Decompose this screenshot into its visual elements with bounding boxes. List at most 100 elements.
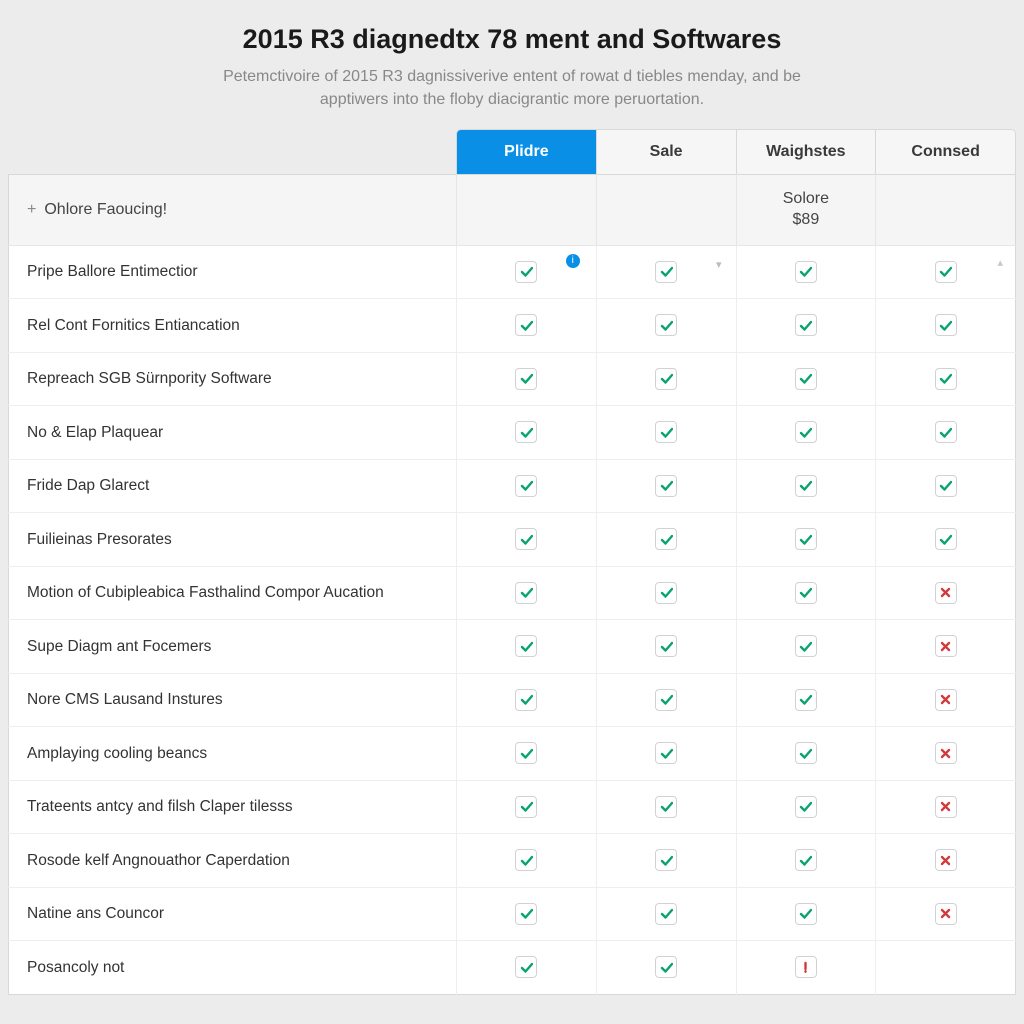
table-row: Trateents antcy and filsh Claper tilesss — [9, 780, 1016, 834]
chevron-down-icon[interactable]: ▾ — [716, 258, 722, 271]
check-icon — [795, 421, 817, 443]
check-icon — [515, 368, 537, 390]
check-icon — [655, 903, 677, 925]
feature-cell — [736, 459, 876, 513]
check-icon — [655, 368, 677, 390]
feature-cell — [596, 459, 736, 513]
feature-cell — [457, 513, 597, 567]
feature-cell — [457, 620, 597, 674]
feature-cell — [736, 245, 876, 299]
feature-cell — [876, 941, 1016, 995]
feature-cell: ▾ — [596, 245, 736, 299]
check-icon — [935, 368, 957, 390]
tab-plidre[interactable]: Plidre — [457, 130, 597, 174]
feature-cell — [736, 887, 876, 941]
feature-cell — [457, 941, 597, 995]
check-icon — [795, 849, 817, 871]
check-icon — [795, 742, 817, 764]
feature-name: Posancoly not — [9, 941, 457, 995]
feature-name: Natine ans Councor — [9, 887, 457, 941]
cross-icon — [935, 742, 957, 764]
feature-name: Pripe Ballore Entimectior — [9, 245, 457, 299]
feature-name: Motion of Cubipleabica Fasthalind Compor… — [9, 566, 457, 620]
feature-cell — [596, 673, 736, 727]
feature-cell — [457, 834, 597, 888]
check-icon — [795, 903, 817, 925]
tab-connsed[interactable]: Connsed — [876, 130, 1015, 174]
feature-cell — [596, 727, 736, 781]
table-row: Amplaying cooling beancs — [9, 727, 1016, 781]
check-icon — [515, 956, 537, 978]
plan-header-4 — [876, 175, 1016, 246]
check-icon — [655, 742, 677, 764]
feature-cell — [736, 406, 876, 460]
feature-name: Fride Dap Glarect — [9, 459, 457, 513]
feature-cell — [876, 780, 1016, 834]
feature-name: Trateents antcy and filsh Claper tilesss — [9, 780, 457, 834]
check-icon — [935, 314, 957, 336]
feature-cell — [736, 513, 876, 567]
tab-waighstes[interactable]: Waighstes — [737, 130, 877, 174]
check-icon — [655, 849, 677, 871]
feature-cell — [596, 887, 736, 941]
feature-cell — [457, 299, 597, 353]
feature-name: Repreach SGB Sürnpority Software — [9, 352, 457, 406]
feature-cell — [876, 299, 1016, 353]
feature-cell — [876, 834, 1016, 888]
cross-icon — [935, 849, 957, 871]
table-row: Fride Dap Glarect — [9, 459, 1016, 513]
check-icon — [795, 261, 817, 283]
feature-cell — [596, 406, 736, 460]
feature-name: Supe Diagm ant Focemers — [9, 620, 457, 674]
check-icon — [515, 421, 537, 443]
table-row: Supe Diagm ant Focemers — [9, 620, 1016, 674]
feature-name: Nore CMS Lausand Instures — [9, 673, 457, 727]
feature-cell — [736, 941, 876, 995]
feature-cell: i — [457, 245, 597, 299]
check-icon — [655, 528, 677, 550]
feature-cell — [876, 459, 1016, 513]
feature-cell — [596, 941, 736, 995]
feature-cell — [876, 406, 1016, 460]
cross-icon — [935, 689, 957, 711]
section-toggle[interactable]: +Ohlore Faoucing! — [9, 175, 457, 246]
sort-up-icon[interactable]: ▴ — [997, 256, 1003, 269]
check-icon — [515, 689, 537, 711]
warning-icon — [795, 956, 817, 978]
feature-cell — [736, 673, 876, 727]
check-icon — [655, 421, 677, 443]
table-row: Natine ans Councor — [9, 887, 1016, 941]
plan-header-2 — [596, 175, 736, 246]
feature-cell — [876, 727, 1016, 781]
check-icon — [795, 475, 817, 497]
check-icon — [655, 261, 677, 283]
page-subtitle: Petemctivoire of 2015 R3 dagnissiverive … — [192, 65, 832, 111]
check-icon — [795, 582, 817, 604]
feature-cell — [876, 352, 1016, 406]
feature-name: Fuilieinas Presorates — [9, 513, 457, 567]
cross-icon — [935, 582, 957, 604]
feature-name: No & Elap Plaquear — [9, 406, 457, 460]
info-icon[interactable]: i — [566, 254, 580, 268]
check-icon — [795, 635, 817, 657]
table-row: Rel Cont Fornitics Entiancation — [9, 299, 1016, 353]
check-icon — [655, 796, 677, 818]
feature-cell — [596, 780, 736, 834]
feature-cell — [736, 834, 876, 888]
tab-sale[interactable]: Sale — [597, 130, 737, 174]
feature-cell — [876, 566, 1016, 620]
check-icon — [515, 635, 537, 657]
cross-icon — [935, 796, 957, 818]
check-icon — [795, 528, 817, 550]
feature-cell — [596, 352, 736, 406]
table-row: Fuilieinas Presorates — [9, 513, 1016, 567]
check-icon — [515, 742, 537, 764]
feature-cell — [876, 513, 1016, 567]
check-icon — [935, 421, 957, 443]
feature-cell — [457, 352, 597, 406]
feature-name: Rel Cont Fornitics Entiancation — [9, 299, 457, 353]
check-icon — [935, 475, 957, 497]
feature-cell — [596, 620, 736, 674]
feature-cell — [736, 566, 876, 620]
feature-cell — [457, 566, 597, 620]
